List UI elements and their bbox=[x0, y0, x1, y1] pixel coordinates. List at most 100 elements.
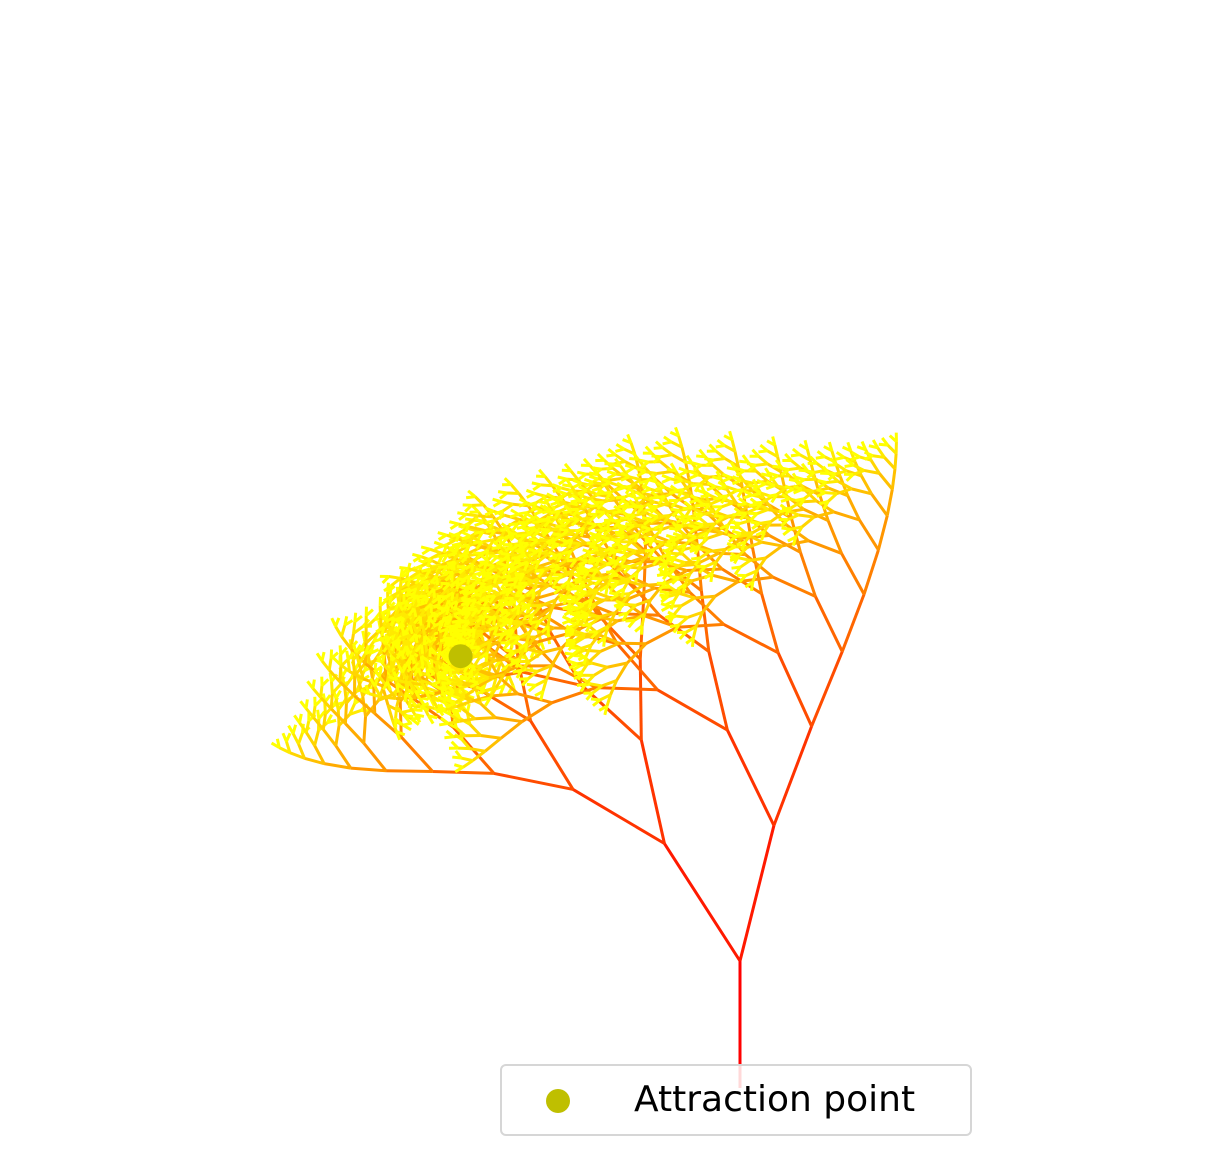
tree-branch bbox=[678, 466, 688, 473]
tree-branch bbox=[330, 707, 347, 725]
tree-branch bbox=[339, 646, 348, 656]
tree-branch bbox=[391, 637, 401, 646]
tree-branch bbox=[826, 471, 836, 476]
tree-branch bbox=[350, 766, 387, 773]
tree-branch bbox=[393, 611, 406, 619]
tree-branch bbox=[674, 426, 680, 437]
tree-branch bbox=[731, 565, 741, 570]
tree-branch bbox=[304, 720, 311, 733]
tree-branch bbox=[440, 604, 450, 612]
tree-branch bbox=[572, 788, 666, 845]
tree-branch bbox=[635, 598, 652, 607]
tree-branch bbox=[755, 557, 767, 572]
tree-branch bbox=[659, 570, 669, 575]
tree-branch bbox=[401, 645, 408, 655]
tree-branch bbox=[468, 678, 479, 685]
tree-branch bbox=[328, 669, 341, 683]
tree-branch bbox=[540, 527, 550, 532]
tree-branch bbox=[305, 731, 316, 747]
tree-branch bbox=[475, 615, 485, 624]
tree-branch bbox=[607, 447, 617, 456]
tree-branch bbox=[413, 615, 422, 625]
tree-branch bbox=[550, 509, 560, 515]
tree-branch bbox=[540, 625, 550, 634]
tree-branch bbox=[471, 749, 487, 762]
tree-branch bbox=[320, 678, 330, 687]
tree-branch bbox=[449, 713, 461, 723]
tree-branch bbox=[331, 683, 342, 695]
tree-branch bbox=[485, 594, 496, 599]
tree-branch bbox=[486, 614, 496, 623]
tree-branch bbox=[685, 636, 695, 645]
tree-branch bbox=[733, 488, 743, 493]
tree-branch bbox=[469, 747, 486, 753]
tree-branch bbox=[876, 515, 889, 551]
tree-branch bbox=[373, 685, 382, 698]
tree-branch bbox=[412, 667, 420, 677]
tree-branch bbox=[731, 529, 742, 535]
tree-branch bbox=[304, 699, 309, 709]
tree-branch bbox=[576, 589, 587, 594]
tree-branch bbox=[390, 657, 397, 670]
tree-branch bbox=[380, 695, 397, 701]
tree-branch bbox=[560, 580, 570, 589]
tree-branch bbox=[691, 556, 701, 561]
tree-branch bbox=[676, 543, 686, 550]
tree-branch bbox=[594, 596, 611, 606]
tree-branch bbox=[601, 679, 618, 688]
tree-branch bbox=[543, 475, 554, 487]
tree-branch bbox=[743, 489, 753, 497]
tree-branch bbox=[480, 554, 490, 563]
tree-branch bbox=[790, 459, 802, 470]
tree-branch bbox=[485, 562, 495, 568]
tree-branch bbox=[878, 472, 894, 491]
tree-branch bbox=[502, 674, 510, 687]
tree-branch bbox=[357, 680, 365, 697]
tree-branch bbox=[793, 484, 803, 491]
tree-branch bbox=[660, 602, 671, 608]
tree-branch bbox=[444, 591, 454, 599]
tree-branch bbox=[419, 705, 430, 712]
tree-branch bbox=[688, 524, 698, 529]
tree-branch bbox=[629, 560, 642, 568]
tree-branch bbox=[528, 651, 543, 663]
tree-branch bbox=[614, 453, 626, 463]
tree-branch bbox=[701, 488, 711, 497]
tree-branch bbox=[426, 618, 431, 628]
tree-branch bbox=[663, 542, 674, 550]
tree-branch bbox=[609, 679, 618, 696]
tree-branch bbox=[484, 519, 495, 525]
tree-branch bbox=[772, 725, 814, 827]
tree-branch bbox=[445, 624, 456, 629]
tree-branch bbox=[407, 698, 412, 709]
tree-branch bbox=[399, 633, 412, 641]
tree-branch bbox=[531, 481, 541, 487]
tree-branch bbox=[369, 652, 381, 668]
tree-branch bbox=[631, 451, 640, 461]
tree-branch bbox=[614, 457, 622, 467]
tree-branch bbox=[572, 558, 586, 572]
tree-branch bbox=[883, 456, 897, 470]
tree-branch bbox=[419, 679, 428, 692]
tree-branch bbox=[354, 644, 362, 654]
tree-branch bbox=[569, 516, 579, 521]
tree-branch bbox=[615, 532, 625, 539]
tree-branch bbox=[680, 596, 696, 608]
tree-branch bbox=[668, 501, 684, 510]
tree-branch bbox=[606, 611, 617, 628]
tree-branch bbox=[453, 692, 466, 698]
tree-branch bbox=[623, 556, 644, 566]
tree-branch bbox=[703, 504, 715, 513]
tree-branch bbox=[569, 485, 579, 498]
tree-branch bbox=[344, 722, 365, 745]
tree-branch bbox=[417, 594, 427, 599]
tree-branch bbox=[613, 504, 623, 513]
tree-branch bbox=[340, 624, 347, 637]
tree-branch bbox=[729, 461, 738, 471]
tree-branch bbox=[826, 520, 843, 555]
tree-branch bbox=[863, 468, 880, 475]
tree-branch bbox=[284, 741, 292, 754]
tree-branch bbox=[690, 482, 701, 488]
tree-branch bbox=[436, 651, 442, 661]
